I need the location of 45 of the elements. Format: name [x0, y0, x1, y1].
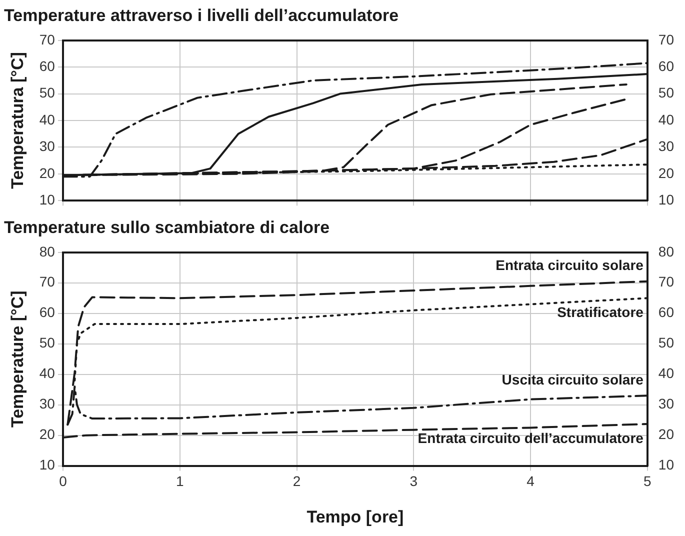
x-tick-label: 3	[410, 473, 418, 490]
y2-tick-label: 10	[658, 191, 674, 208]
series-label: Entrata circuito solare	[496, 257, 644, 274]
x-tick-label: 0	[59, 473, 68, 490]
y-tick-label: 10	[39, 191, 56, 208]
y2-tick-label: 50	[658, 84, 674, 101]
y2-tick-label: 70	[658, 31, 674, 48]
series-label: Uscita circuito solare	[502, 372, 644, 388]
y2-tick-label: 60	[658, 304, 674, 320]
y-tick-label: 60	[39, 304, 56, 320]
y2-tick-label: 80	[658, 243, 674, 260]
y-tick-label: 80	[39, 243, 56, 260]
x-tick-label: 4	[526, 473, 535, 490]
y-tick-label: 50	[39, 334, 56, 351]
y-tick-label: 40	[39, 111, 56, 128]
y-tick-label: 70	[39, 274, 56, 290]
y2-tick-label: 20	[658, 426, 674, 442]
x-tick-label: 1	[176, 473, 184, 490]
y-tick-label: 20	[39, 164, 56, 181]
y-tick-label: 10	[39, 456, 56, 473]
y-axis-title: Temperature [°C]	[8, 290, 27, 428]
y-tick-label: 30	[39, 396, 56, 412]
y2-tick-label: 40	[658, 111, 674, 128]
y-tick-label: 70	[39, 31, 56, 48]
x-axis-title: Tempo [ore]	[306, 507, 404, 526]
y-tick-label: 30	[39, 138, 56, 154]
y-tick-label: 40	[39, 365, 56, 382]
y2-tick-label: 50	[658, 334, 674, 351]
chart-title: Temperature attraverso i livelli dell’accumulatore	[4, 6, 399, 25]
series-label: Entrata circuito dell’accumulatore	[418, 430, 644, 446]
y2-tick-label: 40	[658, 365, 674, 382]
y2-tick-label: 20	[658, 164, 674, 181]
x-tick-label: 5	[644, 473, 652, 490]
y2-tick-label: 30	[658, 138, 674, 154]
y-axis-title: Temperatura [°C]	[8, 52, 27, 189]
series-label: Stratificatore	[557, 304, 644, 320]
x-tick-label: 2	[292, 473, 301, 490]
y-tick-label: 50	[39, 84, 56, 101]
chart-title: Temperature sullo scambiatore di calore	[4, 218, 330, 237]
y2-tick-label: 60	[658, 58, 674, 74]
y-tick-label: 60	[39, 58, 56, 74]
y2-tick-label: 30	[658, 396, 674, 412]
y2-tick-label: 70	[658, 274, 674, 290]
y-tick-label: 20	[39, 426, 56, 442]
y2-tick-label: 10	[658, 456, 674, 473]
